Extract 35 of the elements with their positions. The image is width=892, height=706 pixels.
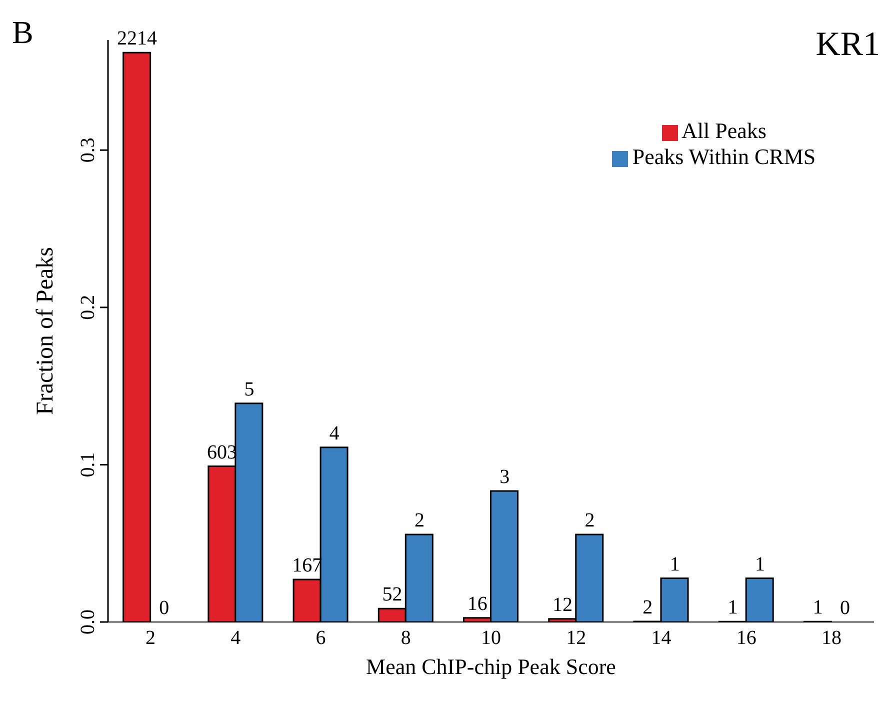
x-tick-label: 4	[230, 627, 241, 650]
annotation: 2214	[116, 28, 157, 50]
x-tick-label: 6	[316, 627, 326, 650]
annotation: 4	[329, 422, 340, 444]
annotation: 1	[670, 553, 680, 576]
chart-title: KR1	[816, 26, 880, 64]
x-tick-label: 10	[481, 627, 501, 650]
annotation: 1	[728, 596, 738, 619]
annotation: 2	[414, 510, 425, 532]
x-tick-label: 18	[821, 627, 842, 650]
x-tick-label: 16	[736, 627, 756, 650]
y-tick-label: 0.3	[77, 138, 99, 163]
annotation: 0	[159, 597, 170, 619]
x-tick-label: 12	[566, 627, 586, 650]
annotation: 1	[754, 553, 765, 576]
y-axis-title: Fraction of Peaks	[32, 247, 59, 415]
x-axis-title: Mean ChIP-chip Peak Score	[366, 654, 616, 679]
annotation: 52	[382, 584, 402, 606]
annotation: 5	[244, 378, 254, 400]
x-tick-label: 2	[146, 627, 156, 650]
annotation: 16	[467, 592, 488, 615]
y-tick-label: 0.1	[77, 452, 99, 478]
legend-label: All Peaks	[682, 118, 766, 143]
annotation: 3	[500, 466, 510, 488]
x-tick-label: 14	[651, 627, 672, 650]
annotation: 1	[812, 596, 823, 619]
x-tick-label: 8	[400, 627, 411, 650]
annotation: 12	[552, 594, 572, 616]
text: B	[12, 14, 34, 51]
annotation: 2	[584, 510, 595, 532]
y-tick-label: 0.0	[77, 610, 99, 634]
y-tick-label: 0.2	[77, 294, 99, 320]
annotation: 0	[840, 597, 850, 619]
annotation: 2	[642, 596, 653, 619]
legend-label: Peaks Within CRMS	[632, 144, 816, 169]
